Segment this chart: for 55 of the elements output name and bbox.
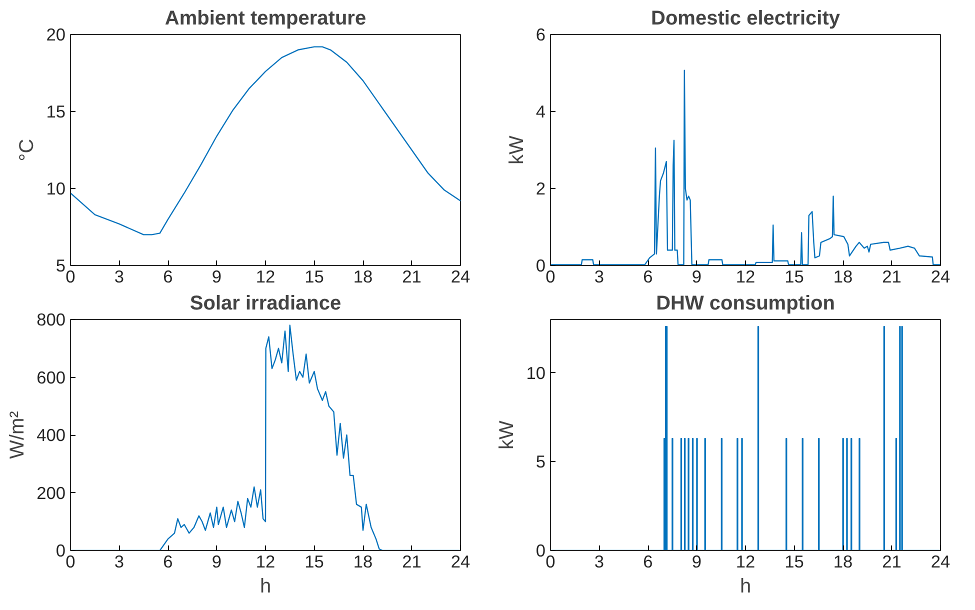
y-tick-label: 6 xyxy=(536,24,546,44)
y-tick-label: 5 xyxy=(56,256,66,276)
y-tick-label: 10 xyxy=(526,362,546,383)
x-tick-label: 6 xyxy=(163,266,173,286)
x-tick-label: 21 xyxy=(882,266,902,286)
x-tick-label: 21 xyxy=(882,552,902,572)
x-tick-label: 6 xyxy=(163,552,173,572)
x-tick-label: 12 xyxy=(736,552,756,572)
y-tick-label: 400 xyxy=(36,425,66,445)
x-tick-label: 12 xyxy=(256,266,276,286)
chart-title: DHW consumption xyxy=(656,292,835,314)
x-tick-label: 15 xyxy=(784,552,804,572)
x-tick-label: 15 xyxy=(304,552,324,572)
y-tick-label: 10 xyxy=(46,178,66,198)
chart-title: Solar irradiance xyxy=(190,292,342,314)
y-tick-label: 2 xyxy=(536,178,546,198)
x-axis-title: h xyxy=(260,576,272,598)
x-tick-label: 18 xyxy=(353,266,373,286)
y-tick-label: 4 xyxy=(536,102,546,122)
x-axis-title: h xyxy=(740,576,752,598)
chart-title: Ambient temperature xyxy=(164,8,366,30)
x-tick-label: 15 xyxy=(784,266,804,286)
y-axis-title: kW xyxy=(506,135,528,164)
x-tick-label: 3 xyxy=(594,552,604,572)
x-tick-label: 12 xyxy=(256,552,276,572)
y-tick-label: 600 xyxy=(36,367,66,388)
x-tick-label: 6 xyxy=(643,266,653,286)
x-tick-label: 21 xyxy=(402,266,422,286)
chart-title: Domestic electricity xyxy=(651,8,841,30)
x-tick-label: 18 xyxy=(833,552,853,572)
x-tick-label: 24 xyxy=(450,266,470,286)
x-tick-label: 6 xyxy=(643,552,653,572)
x-tick-label: 18 xyxy=(353,552,373,572)
x-tick-label: 24 xyxy=(930,266,950,286)
x-tick-label: 9 xyxy=(212,552,222,572)
x-tick-label: 9 xyxy=(692,266,702,286)
y-axis-title: °C xyxy=(16,138,38,162)
x-tick-label: 24 xyxy=(450,552,470,572)
x-tick-label: 24 xyxy=(930,552,950,572)
y-tick-label: 15 xyxy=(46,102,66,122)
y-tick-label: 20 xyxy=(46,24,66,44)
x-tick-label: 9 xyxy=(212,266,222,286)
y-axis-title: W/m² xyxy=(6,410,29,459)
x-tick-label: 12 xyxy=(736,266,756,286)
y-tick-label: 800 xyxy=(36,310,66,330)
x-tick-label: 3 xyxy=(114,552,124,572)
x-tick-label: 3 xyxy=(594,266,604,286)
y-tick-label: 5 xyxy=(536,452,546,472)
x-tick-label: 15 xyxy=(304,266,324,286)
x-tick-label: 18 xyxy=(833,266,853,286)
x-tick-label: 9 xyxy=(692,552,702,572)
x-tick-label: 3 xyxy=(114,266,124,286)
y-axis-title: kW xyxy=(496,420,518,450)
y-tick-label: 200 xyxy=(36,482,66,503)
x-tick-label: 21 xyxy=(402,552,422,572)
